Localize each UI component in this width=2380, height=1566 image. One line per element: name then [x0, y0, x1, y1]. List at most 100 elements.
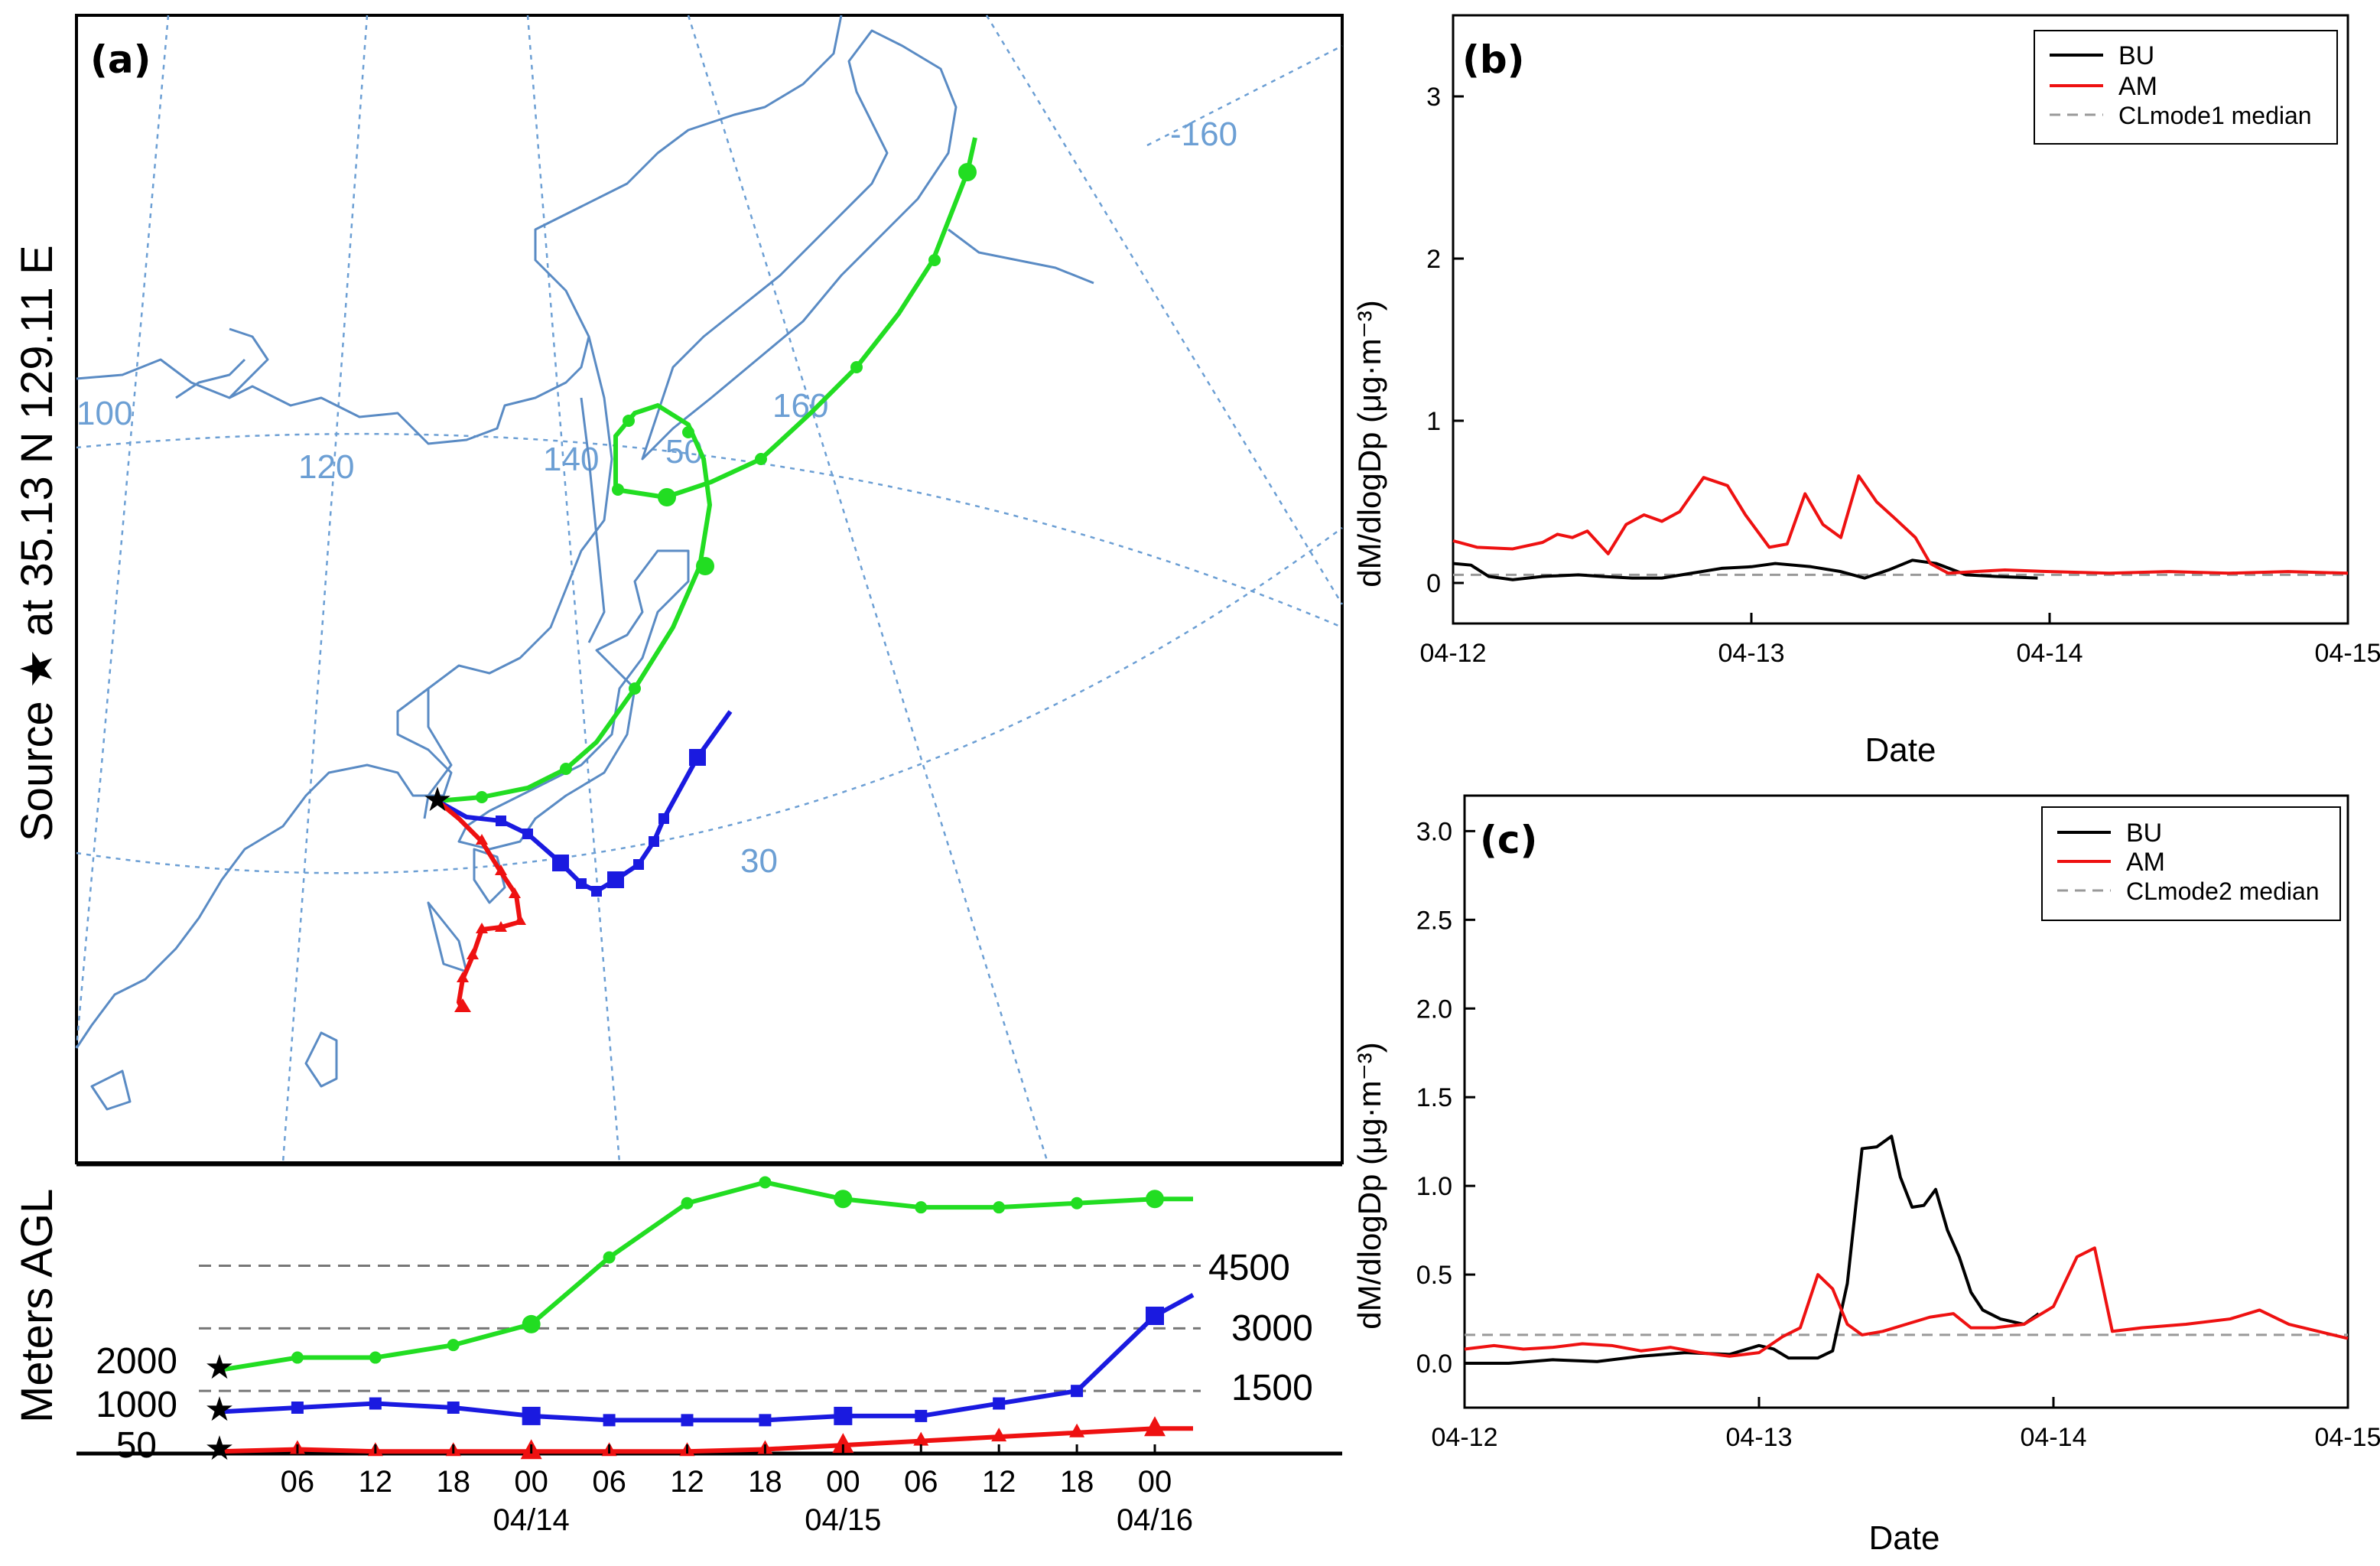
panel-b-series — [1452, 474, 2349, 581]
start-label-50: 50 — [116, 1425, 157, 1466]
y-tick-label: 3.0 — [1416, 817, 1452, 846]
source-star-icon: ★ — [422, 780, 452, 819]
trajectory-red-map-marker — [509, 887, 521, 898]
profile-marker — [447, 1339, 460, 1352]
trajectory-blue-map — [436, 710, 733, 897]
ref-label-1500: 1500 — [1231, 1368, 1313, 1408]
panel-c-ylabel: dM/dlogDp (μg·m⁻³) — [1351, 1042, 1387, 1329]
date-label: 04/15 — [805, 1503, 881, 1537]
time-tick-label: 18 — [748, 1465, 782, 1499]
profile-marker — [993, 1397, 1006, 1410]
start-star-icon: ★ — [204, 1348, 234, 1387]
trajectory-red-map-marker — [476, 923, 488, 933]
y-tick-label: 0.5 — [1416, 1261, 1452, 1290]
graticule-lon-160 — [687, 15, 1049, 1164]
coastline-japan — [457, 549, 690, 851]
profile-marker — [1144, 1416, 1166, 1437]
panel-c: (c) 0.0 0.5 1.0 1.5 2.0 2.5 3.0 04-12 04-13 04-14… — [1351, 794, 2380, 1557]
coastline-kyushu — [473, 848, 506, 904]
trajectory-blue-map-marker — [658, 813, 669, 824]
coastline-china — [75, 336, 613, 1049]
time-tick-label: 06 — [592, 1465, 626, 1499]
source-title: Source ★ at 35.13 N 129.11 E — [12, 245, 62, 842]
coastline-korea — [423, 689, 453, 819]
x-tick-label: 04-14 — [2021, 1423, 2087, 1452]
time-tick-label: 12 — [670, 1465, 704, 1499]
panel-b-legend: BU AM CLmode1 median — [2034, 30, 2338, 145]
profile-line-50m — [219, 1426, 1193, 1454]
legend-b-am: AM — [2118, 72, 2157, 101]
profile-date-labels: 04/14 04/15 04/16 — [493, 1503, 1193, 1537]
profile-marker — [447, 1402, 460, 1414]
graticule-lon-100 — [75, 15, 170, 1049]
series-line-bu — [1465, 1135, 2040, 1366]
legend-b-median: CLmode1 median — [2118, 102, 2312, 129]
date-label: 04/14 — [493, 1503, 570, 1537]
profile-line-1000m — [219, 1293, 1195, 1423]
profile-marker — [1146, 1190, 1164, 1209]
legend-b-bu: BU — [2118, 41, 2154, 70]
trajectory-green-map — [437, 137, 977, 803]
profile-marker — [681, 1414, 694, 1427]
trajectory-blue-map-marker — [607, 871, 624, 888]
trajectory-blue-map-marker — [552, 855, 569, 871]
coastline-hainan — [90, 1070, 132, 1111]
graticule-lon-120 — [281, 15, 369, 1164]
trajectory-green-map-marker — [755, 453, 767, 465]
legend-c-median: CLmode2 median — [2126, 877, 2320, 905]
panel-c-xlabel: Date — [1869, 1519, 1940, 1557]
trajectory-blue-map-marker — [689, 749, 706, 766]
panel-b-axes: 0 1 2 3 04-12 04-13 04-14 04-15 — [1420, 83, 2380, 668]
trajectory-green-map-marker — [658, 488, 676, 506]
time-tick-label: 12 — [982, 1465, 1016, 1499]
graticule — [75, 15, 1344, 1164]
coastline-kuril — [948, 228, 1094, 285]
time-tick-label: 00 — [826, 1465, 860, 1499]
trajectory-green-map-marker — [476, 791, 488, 803]
panel-b-label: (b) — [1462, 37, 1525, 82]
panel-c-label: (c) — [1480, 818, 1537, 862]
trajectory-green-map-marker — [958, 163, 977, 181]
trajectory-green-map-marker — [696, 557, 714, 575]
profile-series — [219, 1176, 1195, 1460]
trajectory-red-map-marker — [495, 864, 507, 875]
time-tick-label: 06 — [904, 1465, 938, 1499]
profile-marker — [832, 1433, 854, 1454]
start-star-icon: ★ — [204, 1390, 234, 1429]
trajectory-red-map-marker — [476, 834, 488, 845]
profile-line-2000m — [219, 1180, 1193, 1372]
coastline-kamchatka — [641, 29, 958, 461]
coastline-lake — [228, 327, 269, 399]
start-label-1000: 1000 — [96, 1385, 177, 1425]
trajectory-blue-map-marker — [633, 859, 644, 870]
profile-marker — [991, 1428, 1007, 1442]
series-line-am — [1464, 1246, 2349, 1358]
profile-marker — [915, 1201, 928, 1214]
trajectory-green-map-marker — [612, 483, 624, 496]
profile-yaxis-label: Meters AGL — [12, 1189, 62, 1423]
trajectory-red-map-marker — [457, 972, 469, 982]
series-line-bu — [1452, 558, 2038, 581]
y-tick-label: 1.0 — [1416, 1172, 1452, 1201]
profile-marker — [993, 1201, 1006, 1214]
coastlines — [75, 15, 1094, 1111]
time-tick-label: 06 — [281, 1465, 315, 1499]
panel-a-profile: Meters AGL 4500 3000 1500 2000 1000 50 ★… — [12, 1176, 1313, 1537]
y-tick-label: 0.0 — [1416, 1349, 1452, 1379]
x-tick-label: 04-15 — [2315, 639, 2380, 668]
time-tick-label: 00 — [1138, 1465, 1172, 1499]
profile-marker — [291, 1351, 304, 1364]
panel-a-label: (a) — [90, 37, 151, 82]
profile-marker — [603, 1414, 616, 1427]
profile-marker — [1071, 1385, 1084, 1398]
trajectory-green-map-marker — [850, 361, 863, 373]
profile-marker — [369, 1351, 382, 1364]
x-tick-label: 04-15 — [2315, 1423, 2380, 1452]
y-tick-label: 0 — [1426, 569, 1441, 598]
y-tick-label: 1.5 — [1416, 1083, 1452, 1112]
profile-marker — [291, 1402, 304, 1414]
trajectory-green-map-marker — [623, 415, 635, 427]
legend-c-am: AM — [2126, 848, 2165, 877]
profile-marker — [759, 1176, 772, 1189]
trajectory-blue-map-marker — [576, 878, 587, 889]
